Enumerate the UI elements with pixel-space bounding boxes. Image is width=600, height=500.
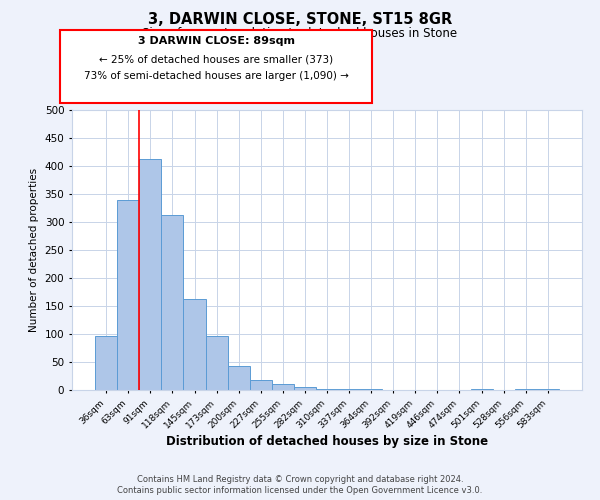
Bar xyxy=(161,214,184,390)
Bar xyxy=(95,336,117,390)
Bar xyxy=(250,380,272,390)
Text: Contains public sector information licensed under the Open Government Licence v3: Contains public sector information licen… xyxy=(118,486,482,495)
Text: 3 DARWIN CLOSE: 89sqm: 3 DARWIN CLOSE: 89sqm xyxy=(137,36,295,46)
Text: Size of property relative to detached houses in Stone: Size of property relative to detached ho… xyxy=(142,28,458,40)
Bar xyxy=(316,389,338,390)
Bar xyxy=(117,200,139,390)
Bar xyxy=(206,336,227,390)
Text: 3, DARWIN CLOSE, STONE, ST15 8GR: 3, DARWIN CLOSE, STONE, ST15 8GR xyxy=(148,12,452,28)
Y-axis label: Number of detached properties: Number of detached properties xyxy=(29,168,39,332)
Text: 73% of semi-detached houses are larger (1,090) →: 73% of semi-detached houses are larger (… xyxy=(83,71,349,81)
Bar xyxy=(294,387,316,390)
Bar xyxy=(272,384,294,390)
Bar xyxy=(338,389,360,390)
Text: Contains HM Land Registry data © Crown copyright and database right 2024.: Contains HM Land Registry data © Crown c… xyxy=(137,475,463,484)
Bar xyxy=(227,366,250,390)
Text: ← 25% of detached houses are smaller (373): ← 25% of detached houses are smaller (37… xyxy=(99,54,333,64)
X-axis label: Distribution of detached houses by size in Stone: Distribution of detached houses by size … xyxy=(166,436,488,448)
Bar xyxy=(184,298,206,390)
Bar xyxy=(139,160,161,390)
